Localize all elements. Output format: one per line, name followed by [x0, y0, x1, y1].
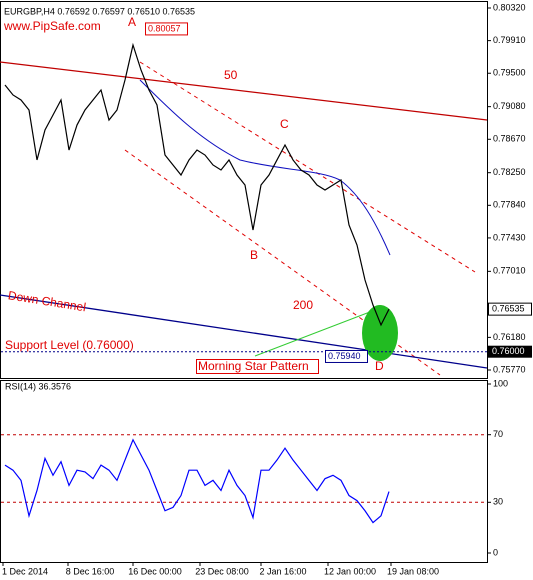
y-tick-label: 0: [493, 547, 498, 557]
y-tick-label: 0.80320: [493, 2, 526, 12]
y-tick-label: 70: [493, 429, 503, 439]
rsi-title: RSI(14) 36.3576: [5, 381, 71, 391]
label-50: 50: [224, 68, 238, 82]
trend-line-50: [0, 61, 488, 121]
x-tick-label: 12 Jan 00:00: [324, 566, 376, 576]
y-tick-label: 0.78670: [493, 134, 526, 144]
y-tick-label: 0.79910: [493, 35, 526, 45]
price-panel: [0, 1, 488, 379]
high-label: 0.80057: [148, 23, 181, 33]
x-tick-label: 1 Dec 2014: [2, 566, 48, 576]
x-tick-label: 8 Dec 16:00: [66, 566, 115, 576]
x-tick-label: 23 Dec 08:00: [195, 566, 249, 576]
symbol-info: EURGBP,H4 0.76592 0.76597 0.76510 0.7653…: [4, 6, 195, 16]
y-tick-label: 0.77430: [493, 232, 526, 242]
y-tick-label: 30: [493, 497, 503, 507]
label-a: A: [128, 15, 136, 29]
y-tick-label: 0.77010: [493, 266, 526, 276]
y-tick-label: 0.76180: [493, 332, 526, 342]
watermark: www.PipSafe.com: [3, 19, 101, 33]
y-tick-label: 0.75770: [493, 364, 526, 374]
pattern-box: [196, 359, 319, 374]
rsi-panel: [0, 380, 488, 563]
highlight: [362, 305, 398, 361]
price-line: [4, 438, 390, 524]
y-tick-label: 0.79500: [493, 68, 526, 78]
support-label: Support Level (0.76000): [5, 338, 134, 352]
ma200-segment: [254, 309, 376, 357]
support-price-label: 0.76000: [492, 346, 525, 356]
label-c: C: [280, 117, 289, 131]
label-b: B: [250, 248, 258, 262]
price-line: [4, 42, 390, 327]
high-box: [145, 22, 188, 36]
y-tick-label: 0.77840: [493, 200, 526, 210]
low-label: 0.75940: [328, 351, 361, 361]
current-price-label: 0.76535: [492, 304, 525, 314]
y-tick-label: 100: [493, 378, 508, 388]
x-tick-label: 2 Jan 16:00: [259, 566, 306, 576]
x-tick-label: 16 Dec 00:00: [128, 566, 182, 576]
low-box: [325, 349, 368, 363]
channel-upper: [139, 61, 476, 273]
moving-average: [139, 79, 391, 256]
label-200: 200: [293, 298, 313, 312]
current-price-box: [488, 302, 532, 316]
pattern-label: Morning Star Pattern: [198, 359, 309, 373]
x-tick-label: 19 Jan 08:00: [387, 566, 439, 576]
label-d: D: [375, 359, 384, 373]
y-tick-label: 0.79080: [493, 101, 526, 111]
down-channel-line: [0, 294, 488, 369]
y-tick-label: 0.78250: [493, 167, 526, 177]
support-price-box: [488, 345, 532, 358]
